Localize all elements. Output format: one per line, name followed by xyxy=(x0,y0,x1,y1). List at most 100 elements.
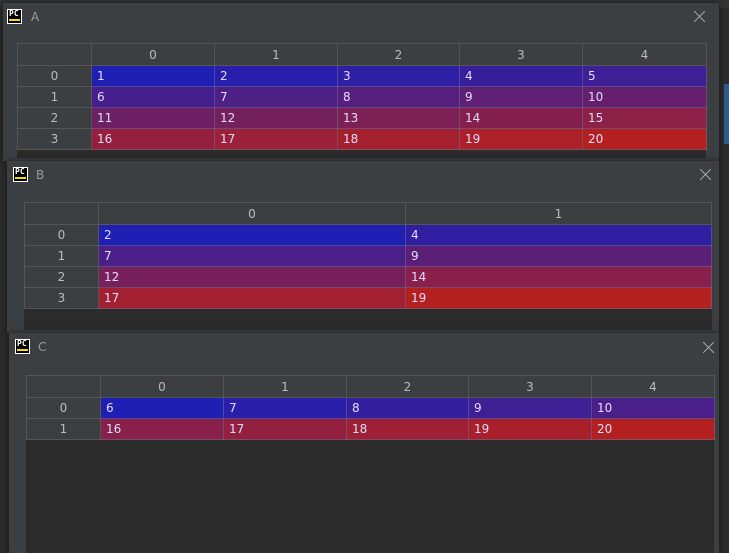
table-cell[interactable]: 3 xyxy=(337,65,460,87)
table-cell[interactable]: 9 xyxy=(459,86,583,108)
pycharm-icon: PC xyxy=(15,339,30,354)
table-cell[interactable]: 9 xyxy=(405,245,712,267)
window-titlebar[interactable]: PC A xyxy=(3,3,719,33)
window-title: A xyxy=(31,10,40,24)
table-cell[interactable]: 19 xyxy=(459,128,583,150)
close-icon[interactable] xyxy=(699,168,712,181)
corner-header xyxy=(17,43,92,66)
table-row[interactable]: 3 16 17 18 19 20 xyxy=(17,128,707,150)
row-index[interactable]: 3 xyxy=(17,128,92,150)
window-titlebar[interactable]: PC C xyxy=(9,333,719,363)
pycharm-icon: PC xyxy=(7,9,22,24)
table-body: 0 6 7 8 9 10 1 16 17 18 19 20 xyxy=(26,397,715,440)
column-header[interactable]: 1 xyxy=(405,202,712,225)
column-header[interactable]: 4 xyxy=(591,375,715,398)
corner-header xyxy=(24,202,99,225)
corner-header xyxy=(26,375,101,398)
table-cell[interactable]: 11 xyxy=(91,107,215,129)
table-cell[interactable]: 9 xyxy=(468,397,592,419)
close-icon[interactable] xyxy=(702,341,715,354)
column-header[interactable]: 2 xyxy=(346,375,469,398)
window-title: C xyxy=(38,340,47,354)
row-index[interactable]: 2 xyxy=(17,107,92,129)
table-cell[interactable]: 17 xyxy=(223,418,347,440)
table-cell[interactable]: 17 xyxy=(214,128,338,150)
row-index[interactable]: 0 xyxy=(24,224,99,246)
column-header[interactable]: 1 xyxy=(223,375,347,398)
table-cell[interactable]: 19 xyxy=(468,418,592,440)
table-cell[interactable]: 20 xyxy=(582,128,707,150)
table-row[interactable]: 3 17 19 xyxy=(24,287,712,309)
column-header[interactable]: 4 xyxy=(582,43,707,66)
table-cell[interactable]: 18 xyxy=(346,418,469,440)
table-cell[interactable]: 1 xyxy=(91,65,215,87)
row-index[interactable]: 0 xyxy=(17,65,92,87)
table-cell[interactable]: 18 xyxy=(337,128,460,150)
column-header[interactable]: 2 xyxy=(337,43,460,66)
table-cell[interactable]: 13 xyxy=(337,107,460,129)
row-index[interactable]: 1 xyxy=(24,245,99,267)
table-cell[interactable]: 6 xyxy=(91,86,215,108)
column-header[interactable]: 3 xyxy=(459,43,583,66)
table-cell[interactable]: 14 xyxy=(459,107,583,129)
table-cell[interactable]: 17 xyxy=(98,287,406,309)
table-body: 0 1 2 3 4 5 1 6 7 8 9 10 2 11 12 13 14 15 3 16 17 18 19 20 xyxy=(17,65,707,150)
table-row[interactable]: 2 12 14 xyxy=(24,266,712,288)
table-cell[interactable]: 12 xyxy=(98,266,406,288)
table-row[interactable]: 0 6 7 8 9 10 xyxy=(26,397,715,419)
background-scroll-accent xyxy=(724,84,729,144)
window-titlebar[interactable]: PC B xyxy=(7,161,719,191)
column-header[interactable]: 0 xyxy=(91,43,215,66)
table-cell[interactable]: 8 xyxy=(346,397,469,419)
column-header[interactable]: 0 xyxy=(98,202,406,225)
table-body: 0 2 4 1 7 9 2 12 14 3 17 19 xyxy=(24,224,712,309)
column-header[interactable]: 3 xyxy=(468,375,592,398)
row-index[interactable]: 3 xyxy=(24,287,99,309)
table-cell[interactable]: 19 xyxy=(405,287,712,309)
row-index[interactable]: 0 xyxy=(26,397,101,419)
table-cell[interactable]: 15 xyxy=(582,107,707,129)
table-row[interactable]: 1 16 17 18 19 20 xyxy=(26,418,715,440)
table-cell[interactable]: 5 xyxy=(582,65,707,87)
table-cell[interactable]: 8 xyxy=(337,86,460,108)
table-cell[interactable]: 7 xyxy=(223,397,347,419)
pycharm-icon: PC xyxy=(13,167,28,182)
table-cell[interactable]: 4 xyxy=(405,224,712,246)
column-header[interactable]: 1 xyxy=(214,43,338,66)
close-icon[interactable] xyxy=(693,10,706,23)
table-cell[interactable]: 7 xyxy=(214,86,338,108)
table-cell[interactable]: 20 xyxy=(591,418,715,440)
table-row[interactable]: 1 6 7 8 9 10 xyxy=(17,86,707,108)
table-cell[interactable]: 6 xyxy=(100,397,224,419)
column-header[interactable]: 0 xyxy=(100,375,224,398)
table-cell[interactable]: 12 xyxy=(214,107,338,129)
table-cell[interactable]: 10 xyxy=(582,86,707,108)
table-cell[interactable]: 2 xyxy=(98,224,406,246)
table-cell[interactable]: 16 xyxy=(100,418,224,440)
row-index[interactable]: 2 xyxy=(24,266,99,288)
table-cell[interactable]: 4 xyxy=(459,65,583,87)
table-cell[interactable]: 2 xyxy=(214,65,338,87)
table-row[interactable]: 2 11 12 13 14 15 xyxy=(17,107,707,129)
row-index[interactable]: 1 xyxy=(17,86,92,108)
table-cell[interactable]: 7 xyxy=(98,245,406,267)
table-cell[interactable]: 10 xyxy=(591,397,715,419)
table-cell[interactable]: 16 xyxy=(91,128,215,150)
table-cell[interactable]: 14 xyxy=(405,266,712,288)
row-index[interactable]: 1 xyxy=(26,418,101,440)
